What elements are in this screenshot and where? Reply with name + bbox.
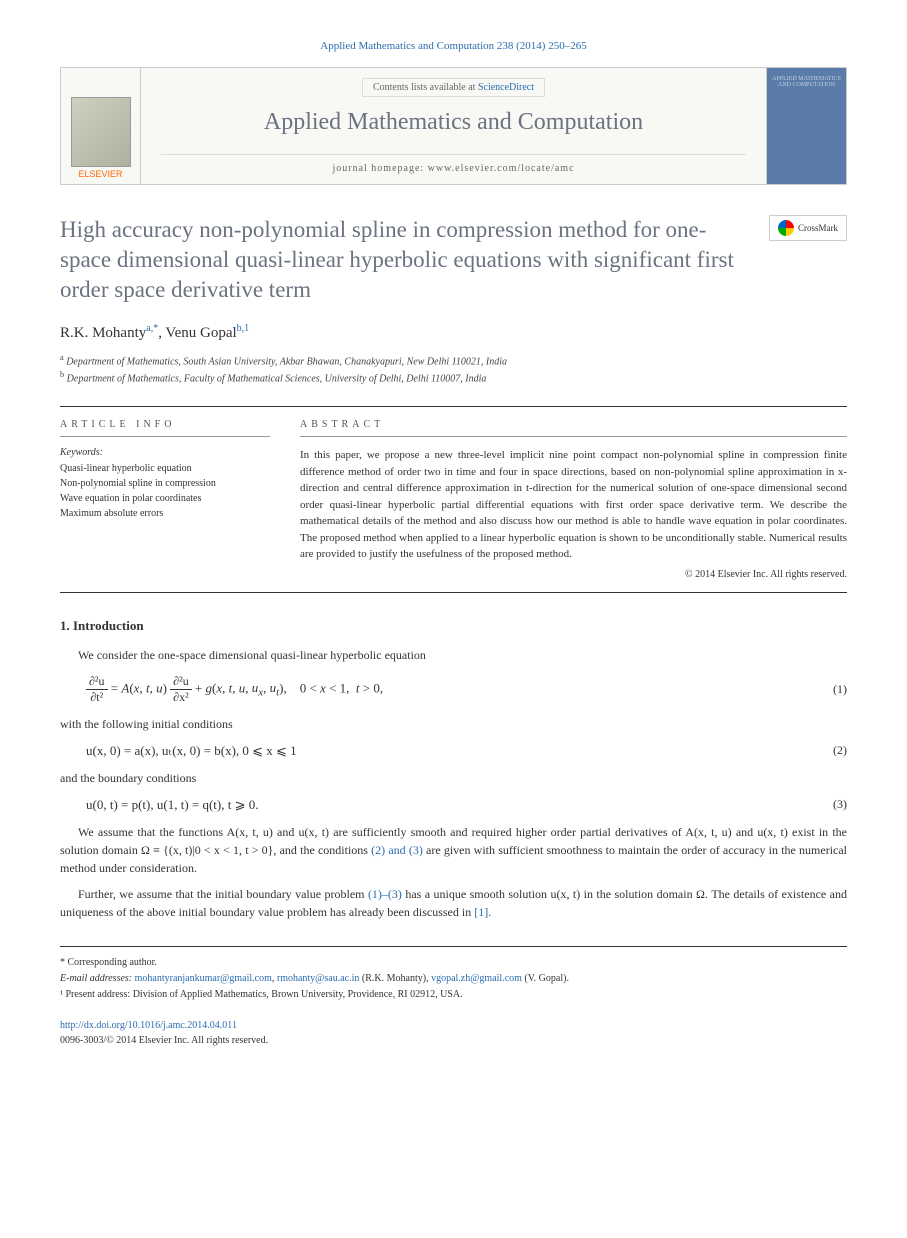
journal-name: Applied Mathematics and Computation: [161, 109, 746, 136]
abstract-copyright: © 2014 Elsevier Inc. All rights reserved…: [300, 569, 847, 580]
cover-text: APPLIED MATHEMATICS AND COMPUTATION: [771, 76, 842, 88]
section-1-heading: 1. Introduction: [60, 618, 847, 634]
email-1[interactable]: mohantyranjankumar@gmail.com: [135, 973, 272, 984]
issn-copyright: 0096-3003/© 2014 Elsevier Inc. All right…: [60, 1035, 268, 1046]
footnotes: * Corresponding author. E-mail addresses…: [60, 946, 847, 1003]
sciencedirect-link[interactable]: ScienceDirect: [478, 82, 534, 93]
doi-link[interactable]: http://dx.doi.org/10.1016/j.amc.2014.04.…: [60, 1020, 237, 1031]
ref-link-eq23[interactable]: (2) and (3): [371, 843, 423, 857]
email-line: E-mail addresses: mohantyranjankumar@gma…: [60, 971, 847, 987]
masthead-center: Contents lists available at ScienceDirec…: [141, 68, 766, 184]
keywords-list: Quasi-linear hyperbolic equation Non-pol…: [60, 461, 270, 521]
citation-header: Applied Mathematics and Computation 238 …: [60, 40, 847, 52]
keyword: Wave equation in polar coordinates: [60, 491, 270, 506]
email-label: E-mail addresses:: [60, 973, 135, 984]
equation-3-body: u(0, t) = p(t), u(1, t) = q(t), t ⩾ 0.: [86, 797, 807, 813]
author-2: , Venu Gopal: [158, 325, 236, 341]
email-aff1: (R.K. Mohanty),: [359, 973, 431, 984]
affiliations: a Department of Mathematics, South Asian…: [60, 352, 847, 387]
affiliation-a: Department of Mathematics, South Asian U…: [66, 356, 507, 367]
elsevier-tree-icon: [71, 97, 131, 167]
ref-link-eq13[interactable]: (1)–(3): [368, 887, 402, 901]
para2-a: Further, we assume that the initial boun…: [78, 887, 368, 901]
keywords-label: Keywords:: [60, 447, 270, 458]
article-info-col: ARTICLE INFO Keywords: Quasi-linear hype…: [60, 419, 270, 580]
info-abstract-block: ARTICLE INFO Keywords: Quasi-linear hype…: [60, 406, 847, 593]
article-info-heading: ARTICLE INFO: [60, 419, 270, 437]
equation-1: ∂²u∂t² = A(x, t, u) ∂²u∂x² + g(x, t, u, …: [86, 674, 847, 705]
authors-line: R.K. Mohantya,*, Venu Gopalb,1: [60, 323, 847, 342]
contents-prefix: Contents lists available at: [373, 82, 478, 93]
crossmark-icon: [778, 220, 794, 236]
email-aff2: (V. Gopal).: [522, 973, 569, 984]
paragraph-2: Further, we assume that the initial boun…: [60, 885, 847, 921]
author-1-sup: a,*: [146, 323, 158, 334]
abstract-heading: ABSTRACT: [300, 419, 847, 437]
present-address-note: ¹ Present address: Division of Applied M…: [60, 987, 847, 1003]
doi-footer: http://dx.doi.org/10.1016/j.amc.2014.04.…: [60, 1018, 847, 1048]
para2-c: .: [488, 905, 491, 919]
contents-line: Contents lists available at ScienceDirec…: [362, 78, 545, 97]
abstract-col: ABSTRACT In this paper, we propose a new…: [300, 419, 847, 580]
equation-3-number: (3): [807, 797, 847, 812]
corresponding-author-note: * Corresponding author.: [60, 955, 847, 971]
email-2[interactable]: rmohanty@sau.ac.in: [277, 973, 360, 984]
crossmark-badge[interactable]: CrossMark: [769, 215, 847, 241]
crossmark-label: CrossMark: [798, 223, 838, 233]
journal-homepage: journal homepage: www.elsevier.com/locat…: [161, 154, 746, 174]
intro-text-2: with the following initial conditions: [60, 715, 847, 733]
equation-2-number: (2): [807, 743, 847, 758]
equation-2-body: u(x, 0) = a(x), uₜ(x, 0) = b(x), 0 ⩽ x ⩽…: [86, 743, 807, 759]
article-title: High accuracy non-polynomial spline in c…: [60, 215, 749, 305]
journal-masthead: ELSEVIER Contents lists available at Sci…: [60, 67, 847, 185]
keyword: Non-polynomial spline in compression: [60, 476, 270, 491]
paragraph-1: We assume that the functions A(x, t, u) …: [60, 823, 847, 877]
elsevier-label: ELSEVIER: [78, 169, 122, 179]
ref-link-1[interactable]: [1]: [474, 905, 488, 919]
journal-cover-thumb: APPLIED MATHEMATICS AND COMPUTATION: [766, 68, 846, 184]
email-3[interactable]: vgopal.zh@gmail.com: [431, 973, 522, 984]
keyword: Maximum absolute errors: [60, 506, 270, 521]
equation-2: u(x, 0) = a(x), uₜ(x, 0) = b(x), 0 ⩽ x ⩽…: [86, 743, 847, 759]
affiliation-b: Department of Mathematics, Faculty of Ma…: [67, 373, 487, 384]
intro-text-1: We consider the one-space dimensional qu…: [60, 646, 847, 664]
equation-1-number: (1): [807, 682, 847, 697]
publisher-logo-block: ELSEVIER: [61, 68, 141, 184]
abstract-text: In this paper, we propose a new three-le…: [300, 447, 847, 563]
keyword: Quasi-linear hyperbolic equation: [60, 461, 270, 476]
author-2-sup: b,1: [237, 323, 250, 334]
author-1: R.K. Mohanty: [60, 325, 146, 341]
intro-text-3: and the boundary conditions: [60, 769, 847, 787]
equation-3: u(0, t) = p(t), u(1, t) = q(t), t ⩾ 0. (…: [86, 797, 847, 813]
